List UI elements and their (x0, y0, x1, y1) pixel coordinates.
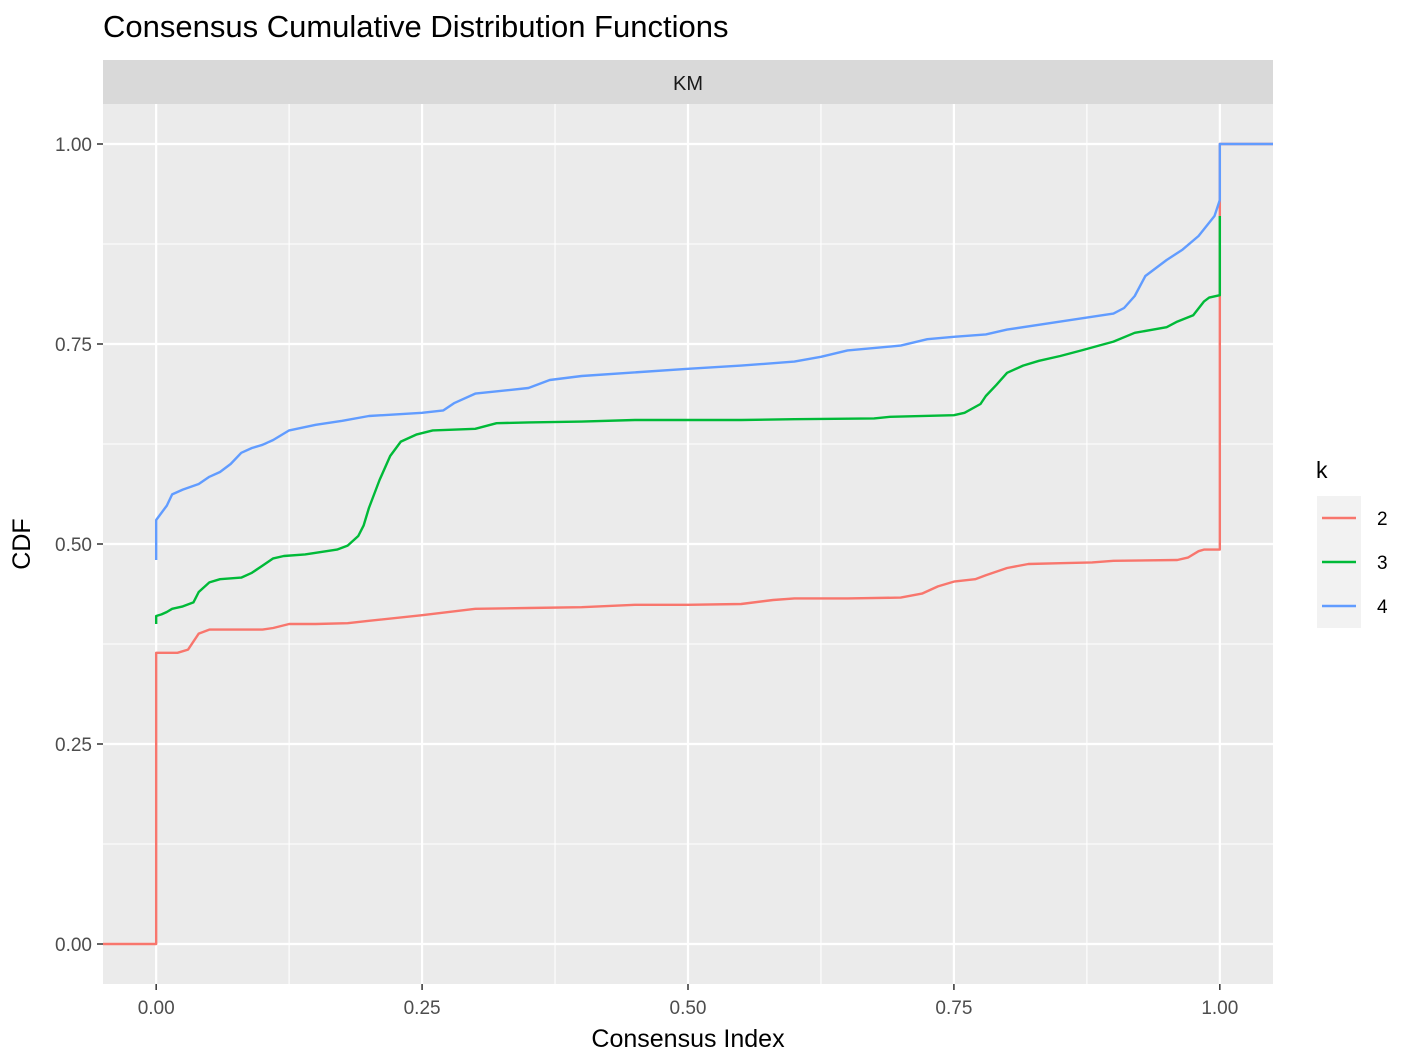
x-tick-label: 0.25 (404, 998, 441, 1019)
y-tick-label: 0.50 (55, 535, 92, 556)
legend-label-k4: 4 (1377, 597, 1388, 618)
series-lines (103, 142, 1273, 946)
y-axis: 0.00 0.25 0.50 0.75 1.00 (55, 135, 103, 956)
x-axis: 0.00 0.25 0.50 0.75 1.00 (138, 984, 1238, 1019)
facet-label: KM (673, 73, 703, 95)
y-tick-label: 0.75 (55, 335, 92, 356)
y-tick-label: 0.25 (55, 735, 92, 756)
legend: k 2 3 4 (1316, 457, 1388, 628)
chart-title: Consensus Cumulative Distribution Functi… (103, 9, 728, 44)
x-tick-label: 0.50 (670, 998, 707, 1019)
legend-label-k2: 2 (1377, 509, 1388, 530)
series-line-k2 (103, 142, 1273, 946)
series-line-k4 (154, 142, 1273, 560)
legend-title: k (1316, 457, 1328, 483)
y-axis-title: CDF (8, 518, 36, 569)
x-axis-title: Consensus Index (591, 1025, 785, 1053)
x-tick-label: 1.00 (1201, 998, 1238, 1019)
series-line-k3 (154, 216, 1222, 624)
x-tick-label: 0.00 (138, 998, 175, 1019)
legend-label-k3: 3 (1377, 553, 1388, 574)
facet-strip (103, 60, 1273, 104)
y-tick-label: 1.00 (55, 135, 92, 156)
x-tick-label: 0.75 (935, 998, 972, 1019)
y-tick-label: 0.00 (55, 935, 92, 956)
